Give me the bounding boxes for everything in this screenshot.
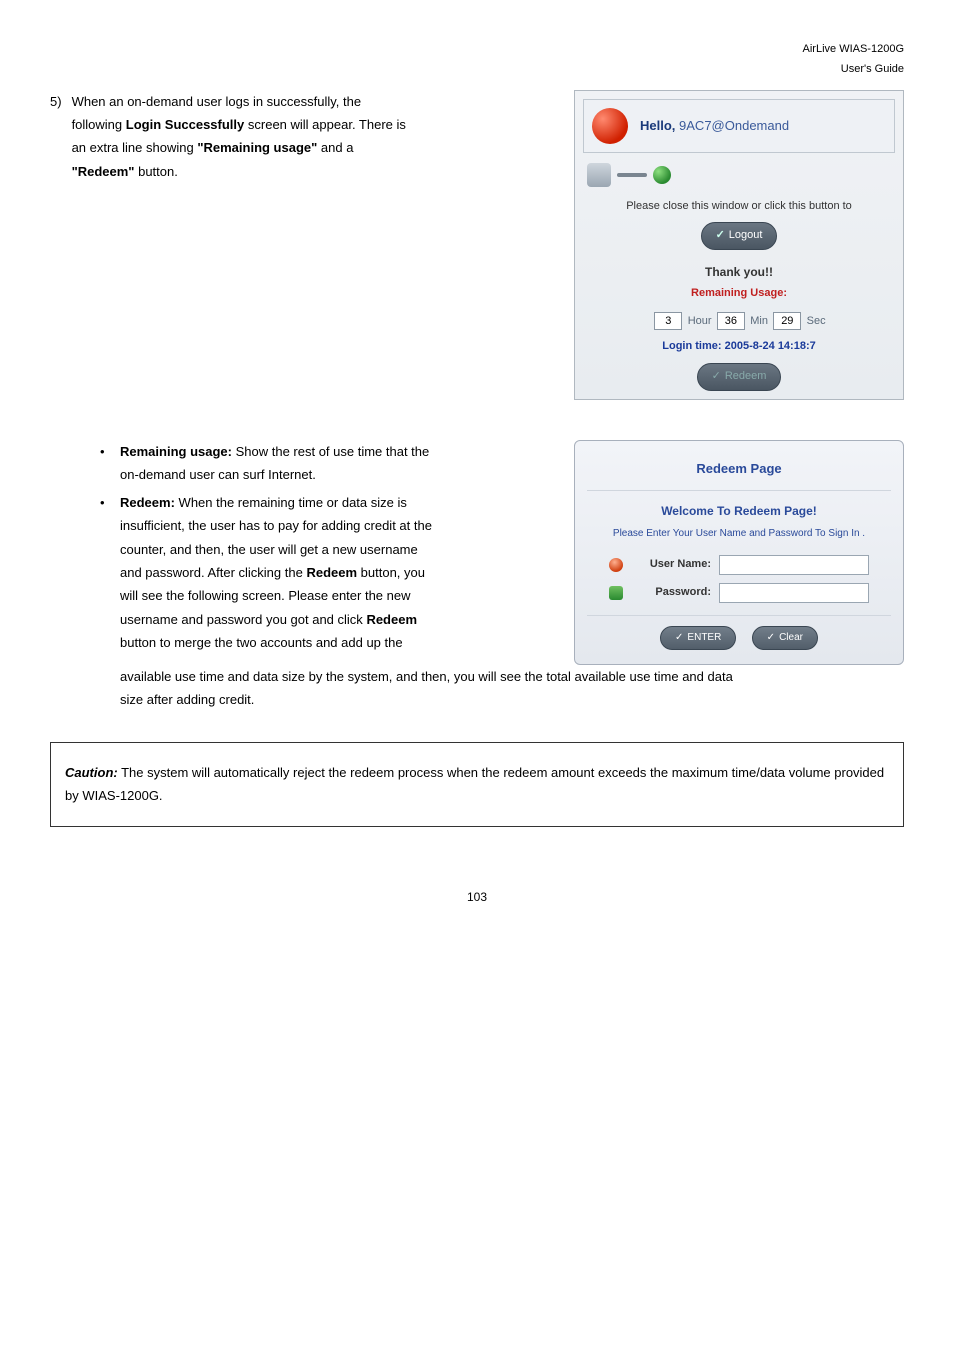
thank-you: Thank you!! bbox=[583, 262, 895, 284]
password-label: Password: bbox=[631, 583, 711, 603]
doc-header: AirLive WIAS-1200G User's Guide bbox=[50, 40, 904, 80]
login-success-screenshot: Hello, 9AC7@Ondemand Please close this w… bbox=[574, 90, 904, 400]
redeem-instruction: Please Enter Your User Name and Password… bbox=[587, 525, 891, 543]
close-message: Please close this window or click this b… bbox=[583, 197, 895, 217]
login-time: Login time: 2005-8-24 14:18:7 bbox=[583, 337, 895, 357]
password-icon bbox=[609, 586, 623, 600]
caution-text: The system will automatically reject the… bbox=[65, 765, 884, 803]
logout-button[interactable]: ✓ Logout bbox=[701, 222, 778, 250]
section-5-row: 5) When an on-demand user logs in succes… bbox=[50, 90, 904, 400]
bullet-item: • Remaining usage: Show the rest of use … bbox=[100, 440, 554, 487]
section-5-text: 5) When an on-demand user logs in succes… bbox=[50, 90, 554, 184]
bullet-dot: • bbox=[100, 440, 110, 487]
username-input[interactable] bbox=[719, 555, 869, 575]
check-icon: ✓ bbox=[767, 629, 775, 647]
username-label: User Name: bbox=[631, 555, 711, 575]
user-icon bbox=[609, 558, 623, 572]
bullets-continuation: available use time and data size by the … bbox=[100, 665, 904, 712]
check-icon: ✓ bbox=[716, 226, 725, 246]
hello-box: Hello, 9AC7@Ondemand bbox=[583, 99, 895, 153]
section-5-body: When an on-demand user logs in successfu… bbox=[72, 90, 406, 184]
bullets-text: • Remaining usage: Show the rest of use … bbox=[100, 440, 554, 659]
caution-box: Caution: The system will automatically r… bbox=[50, 742, 904, 827]
bullets-section: • Remaining usage: Show the rest of use … bbox=[100, 440, 904, 665]
remaining-time: Hour Min Sec bbox=[583, 310, 895, 332]
product-name: AirLive WIAS-1200G bbox=[50, 40, 904, 60]
bullet-item: • Redeem: When the remaining time or dat… bbox=[100, 491, 554, 655]
logout-button-wrap: ✓ Logout bbox=[583, 216, 895, 256]
remaining-usage-label: Remaining Usage: bbox=[583, 284, 895, 304]
dash-icon bbox=[617, 173, 647, 177]
username-row: User Name: bbox=[587, 555, 891, 575]
lock-icon bbox=[587, 163, 611, 187]
text-line: an extra line showing "Remaining usage" … bbox=[72, 136, 406, 159]
list-number: 5) bbox=[50, 90, 62, 184]
clear-button[interactable]: ✓ Clear bbox=[752, 626, 818, 650]
redeem-button[interactable]: ✓ Redeem bbox=[697, 363, 782, 391]
hello-text: Hello, 9AC7@Ondemand bbox=[640, 114, 789, 137]
redeem-screenshot: Redeem Page Welcome To Redeem Page! Plea… bbox=[574, 440, 904, 665]
login-card: Hello, 9AC7@Ondemand Please close this w… bbox=[574, 90, 904, 400]
enter-button[interactable]: ✓ ENTER bbox=[660, 626, 736, 650]
text-line: following Login Successfully screen will… bbox=[72, 113, 406, 136]
text-line: When an on-demand user logs in successfu… bbox=[72, 90, 406, 113]
sec-input[interactable] bbox=[773, 312, 801, 330]
doc-subtitle: User's Guide bbox=[50, 60, 904, 80]
password-row: Password: bbox=[587, 583, 891, 603]
caution-label: Caution: bbox=[65, 765, 118, 780]
connection-row bbox=[587, 163, 891, 187]
min-input[interactable] bbox=[717, 312, 745, 330]
bullet-body: Redeem: When the remaining time or data … bbox=[120, 491, 432, 655]
redeem-title: Redeem Page bbox=[587, 451, 891, 491]
bullet-body: Remaining usage: Show the rest of use ti… bbox=[120, 440, 429, 487]
page-number: 103 bbox=[50, 887, 904, 909]
redeem-card: Redeem Page Welcome To Redeem Page! Plea… bbox=[574, 440, 904, 665]
redeem-buttons: ✓ ENTER ✓ Clear bbox=[587, 615, 891, 650]
check-icon: ✓ bbox=[675, 629, 683, 647]
text-line: "Redeem" button. bbox=[72, 160, 406, 183]
redeem-button-wrap: ✓ Redeem bbox=[583, 357, 895, 391]
check-icon: ✓ bbox=[712, 367, 721, 387]
bullet-dot: • bbox=[100, 491, 110, 655]
hour-input[interactable] bbox=[654, 312, 682, 330]
status-icon bbox=[592, 108, 628, 144]
green-dot-icon bbox=[653, 166, 671, 184]
redeem-welcome: Welcome To Redeem Page! bbox=[587, 501, 891, 523]
password-input[interactable] bbox=[719, 583, 869, 603]
text-continuation: available use time and data size by the … bbox=[120, 665, 904, 712]
